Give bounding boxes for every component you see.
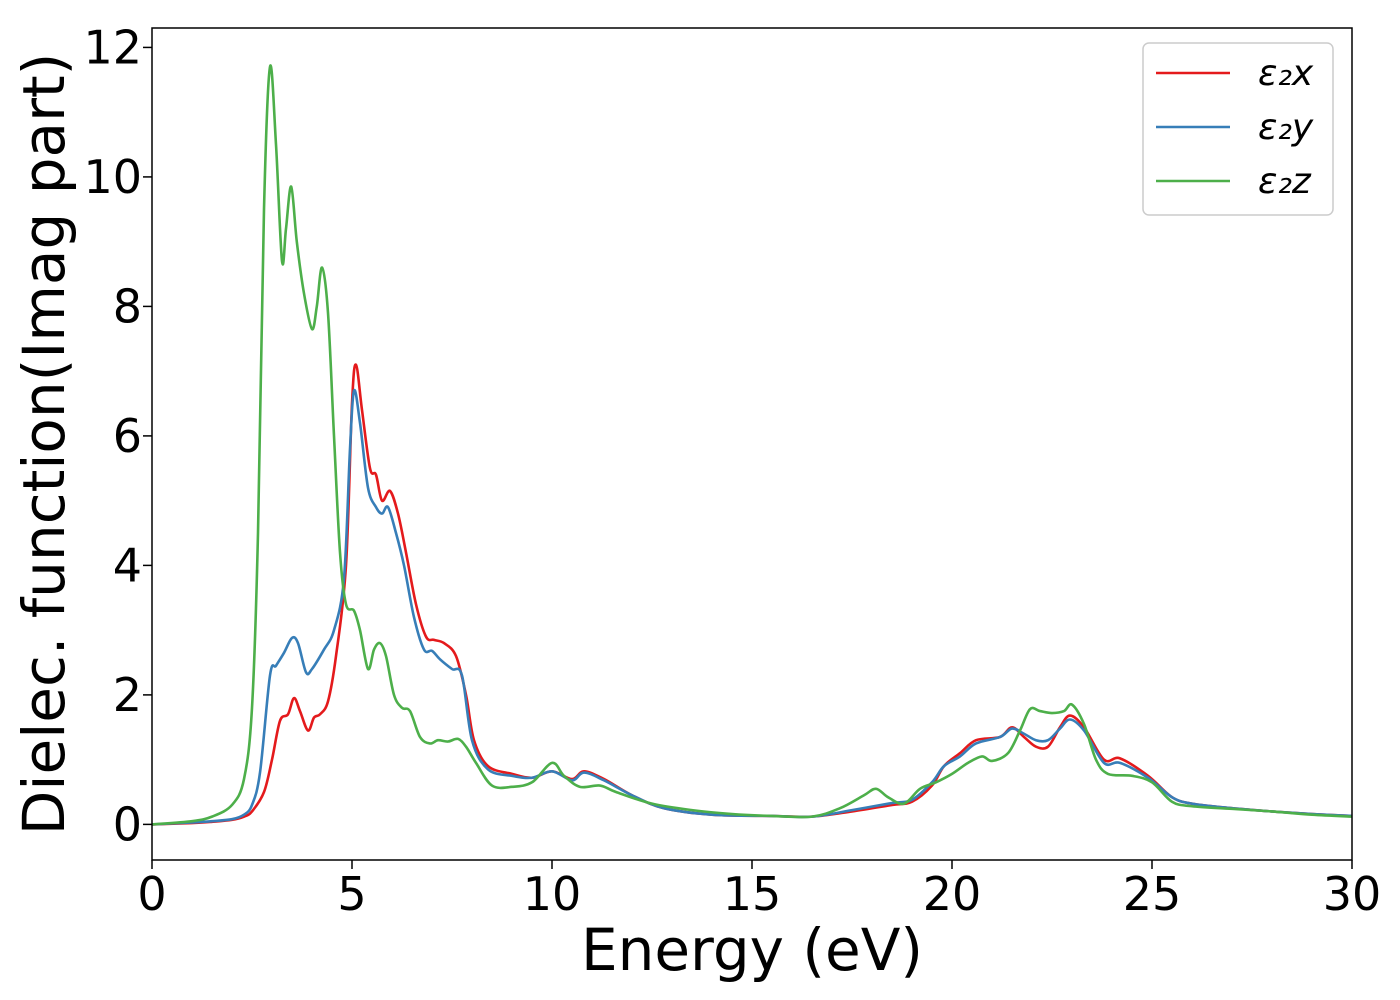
series-line-1 (152, 363, 1352, 826)
x-axis: 0 5 10 15 20 25 30 (137, 860, 1381, 921)
x-tick-label: 20 (923, 867, 982, 921)
x-tick-label: 10 (523, 867, 582, 921)
x-tick-label: 0 (137, 867, 166, 921)
legend-items: ε₂x ε₂y ε₂z (1156, 53, 1314, 202)
y-tick-label: 8 (113, 279, 142, 333)
legend: ε₂x ε₂y ε₂z (1142, 42, 1334, 216)
y-tick-label: 2 (113, 668, 142, 722)
legend-label-3: ε₂z (1258, 161, 1312, 202)
y-tick-label: 6 (113, 409, 142, 463)
series-line-2 (152, 388, 1352, 826)
y-tick-label: 10 (83, 150, 142, 204)
x-axis-label: Energy (eV) (581, 916, 923, 984)
series-layer (152, 64, 1352, 826)
y-tick-label: 0 (113, 797, 142, 851)
y-tick-label: 12 (83, 20, 142, 74)
x-tick-label: 5 (337, 867, 366, 921)
series-line-3 (152, 64, 1352, 826)
legend-box (1142, 42, 1334, 216)
legend-label-2: ε₂y (1258, 107, 1314, 148)
y-axis-label: Dielec. function(Imag part) (10, 53, 78, 836)
y-tick-label: 4 (113, 538, 142, 592)
x-tick-label: 15 (723, 867, 782, 921)
x-tick-label: 30 (1323, 867, 1382, 921)
x-tick-label: 25 (1123, 867, 1182, 921)
y-axis: 0 2 4 6 8 10 12 (83, 20, 152, 851)
legend-label-1: ε₂x (1258, 53, 1314, 94)
